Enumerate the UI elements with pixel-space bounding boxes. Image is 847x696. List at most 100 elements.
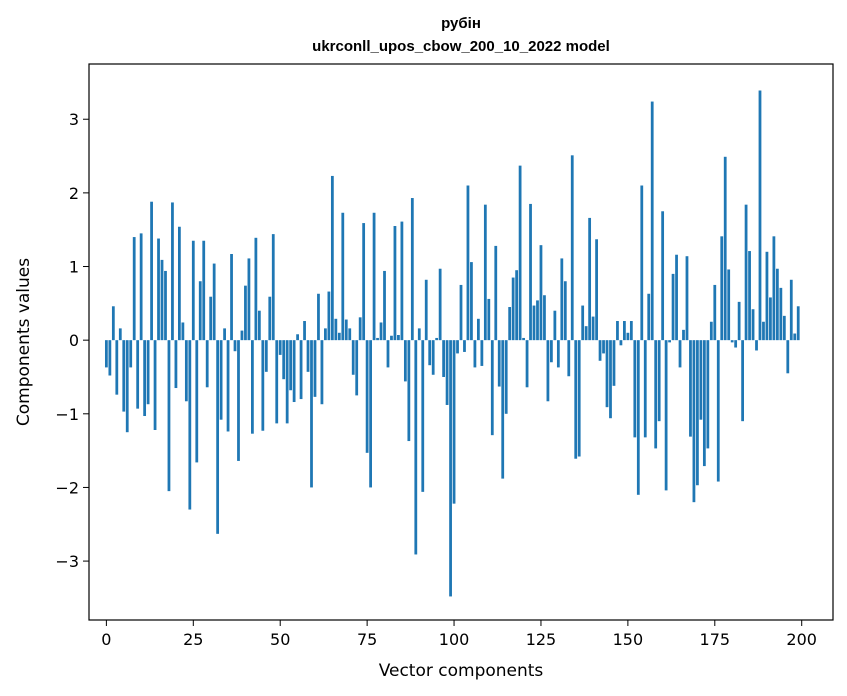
x-tick-label: 25 <box>183 630 203 649</box>
bar <box>233 340 237 352</box>
bar <box>668 340 671 343</box>
bar <box>178 226 181 341</box>
bar <box>362 223 366 341</box>
bar <box>570 155 574 341</box>
bar <box>713 284 717 341</box>
bar <box>734 340 738 348</box>
bar <box>775 268 779 341</box>
bar <box>230 254 233 341</box>
bar <box>595 239 598 341</box>
bar <box>146 340 150 405</box>
bar <box>609 340 612 419</box>
bar <box>150 201 153 341</box>
bar <box>157 238 160 341</box>
bar <box>369 340 372 488</box>
bar <box>598 340 602 361</box>
bar <box>650 101 654 341</box>
bar <box>118 328 122 341</box>
x-tick-label: 75 <box>357 630 377 649</box>
bar <box>647 293 651 341</box>
bar <box>699 340 703 420</box>
bar <box>195 340 199 463</box>
bar <box>671 273 675 341</box>
bar <box>320 340 324 405</box>
bar <box>716 340 720 482</box>
bar <box>553 310 557 341</box>
bar <box>348 328 352 341</box>
bar <box>741 340 744 422</box>
bar <box>125 340 129 433</box>
bar <box>723 156 727 341</box>
bar <box>689 340 692 437</box>
bar <box>337 332 341 341</box>
bar <box>122 340 126 412</box>
bar <box>577 340 581 457</box>
bar <box>758 90 762 341</box>
bar <box>782 315 786 341</box>
bar <box>515 270 519 341</box>
bar <box>574 340 578 459</box>
bar <box>459 284 463 341</box>
bar <box>529 203 532 341</box>
bar <box>205 340 209 388</box>
bar <box>372 212 376 341</box>
bar <box>421 340 425 492</box>
x-tick-label: 150 <box>613 630 644 649</box>
bar <box>793 333 797 341</box>
bar <box>400 221 404 341</box>
bar <box>202 240 206 341</box>
bar <box>306 340 310 372</box>
bar <box>330 175 334 341</box>
bar <box>209 296 213 341</box>
bar <box>744 204 748 341</box>
bar <box>525 340 529 388</box>
bar <box>675 254 678 341</box>
bar <box>223 328 226 341</box>
y-tick-label: −3 <box>55 552 79 571</box>
bar <box>445 340 449 405</box>
bar <box>240 330 244 341</box>
bar <box>160 259 164 341</box>
bar <box>702 340 706 467</box>
bar <box>643 340 647 438</box>
bar <box>143 340 147 417</box>
bar <box>494 245 498 341</box>
bar <box>487 298 491 341</box>
bar <box>796 306 800 341</box>
bar <box>518 165 522 341</box>
bar <box>522 337 525 341</box>
bar <box>410 198 414 341</box>
bar <box>132 237 136 341</box>
x-tick-label: 50 <box>270 630 290 649</box>
bar <box>789 279 793 341</box>
bar <box>327 291 331 341</box>
bar <box>470 262 473 341</box>
bar <box>532 305 536 341</box>
bar <box>261 340 265 431</box>
bar <box>153 340 157 430</box>
bar <box>390 335 393 341</box>
bar <box>769 297 772 341</box>
bar <box>730 340 734 343</box>
bar <box>181 322 185 341</box>
bar <box>616 321 619 341</box>
bar <box>442 340 446 377</box>
bar <box>623 321 626 341</box>
bar <box>365 340 369 453</box>
bar <box>629 321 633 341</box>
bar <box>567 340 571 377</box>
bar <box>696 340 699 486</box>
bar <box>129 340 133 368</box>
x-tick-label: 125 <box>526 630 557 649</box>
bar <box>786 340 790 374</box>
bar <box>633 340 637 438</box>
bar <box>588 217 592 341</box>
bar <box>501 340 505 479</box>
bar <box>664 340 668 491</box>
bar <box>212 263 216 341</box>
bar <box>198 281 202 341</box>
bar <box>403 340 407 382</box>
chart-subtitle: ukrconll_upos_cbow_200_10_2022 model <box>312 38 610 55</box>
x-axis-ticks: 0 25 50 75 100 125 150 175 200 <box>101 620 817 649</box>
